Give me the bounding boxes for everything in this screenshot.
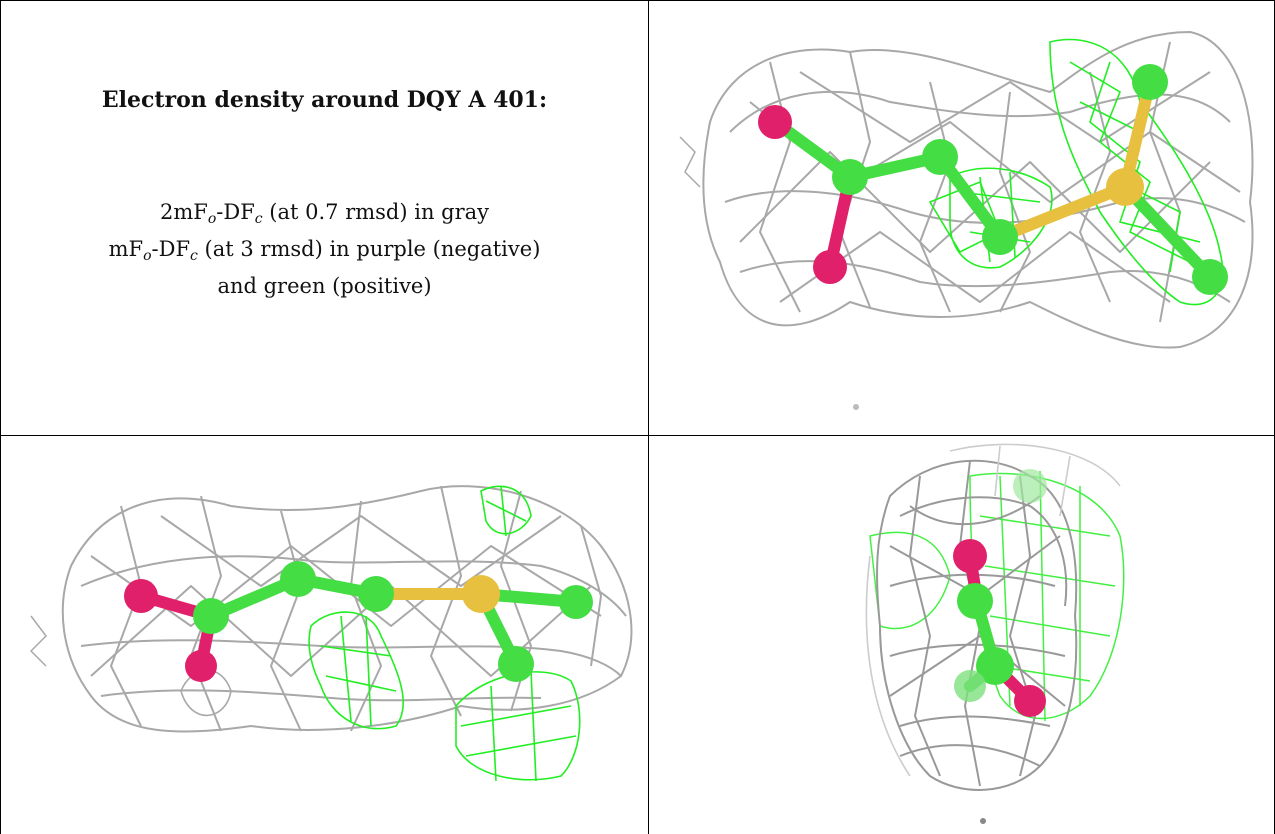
density-view-top-right [679,31,1254,410]
figure-title: Electron density around DQY A 401: [101,87,548,113]
legend-line-fofc: mFo-DFc (at 3 rmsd) in purple (negative) [108,237,541,264]
ligand-atoms [758,64,1228,295]
mesh-2fofc-back [865,443,1121,777]
density-view-bottom-left [30,485,633,782]
ligand-atoms [124,561,593,682]
mesh-positive [928,38,1224,306]
legend-text: 2mFo-DFc (at 0.7 rmsd) in gray mFo-DFc (… [1,197,648,301]
legend-line-2fofc: 2mFo-DFc (at 0.7 rmsd) in gray [159,200,490,227]
ligand-atoms [953,469,1047,717]
mesh-2fofc [30,485,633,733]
caption-cell: Electron density around DQY A 401: 2mFo-… [1,1,648,434]
legend-line-positive: and green (positive) [217,274,432,298]
density-blob [853,404,859,410]
density-blob [980,818,986,824]
density-view-bottom-right [865,443,1125,824]
